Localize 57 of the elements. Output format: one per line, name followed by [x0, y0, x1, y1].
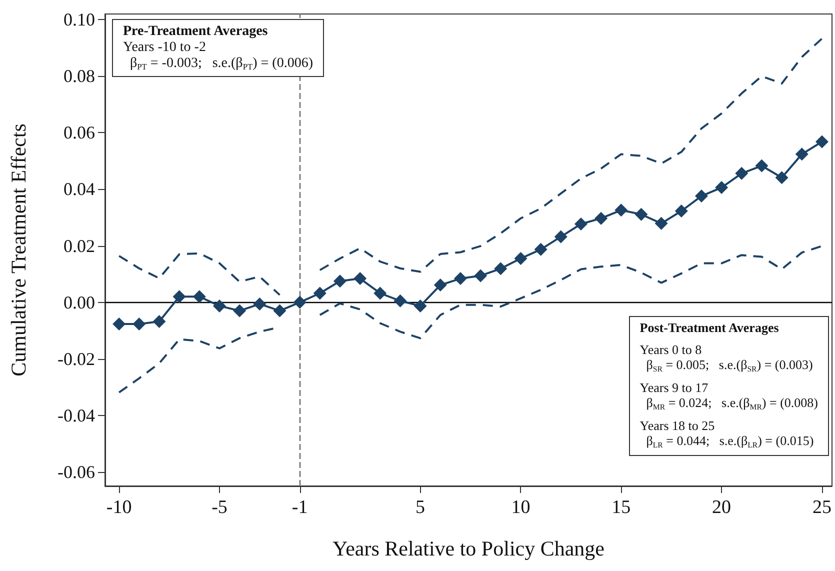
- y-tick-label: 0.04: [64, 179, 95, 200]
- point: [112, 318, 126, 331]
- point: [514, 252, 528, 265]
- x-tick-label: 10: [511, 497, 530, 518]
- x-tick-label: -10: [106, 497, 132, 518]
- point: [414, 299, 427, 312]
- annotation: Pre-Treatment Averages Years -10 to -2 β$_{PT}$ = -0.003; s.e.(β$_{PT}$) = (0.006): [123, 24, 313, 72]
- point: [815, 135, 828, 148]
- point: [152, 315, 166, 328]
- point: [192, 290, 206, 304]
- text: Post-Treatment Averages Years 0 to 8 β$_{SR}$ = 0.005; s.e.(β$_{SR}$) = (0.003) Years 9 to 17 β$_{MR}$ = 0.024; s.e.(β$_{MR}$) = (0.008) Years 18 to 25 β$_{LR}$ = 0.044; s.e.(β$_{LR}$) = (0.015): [640, 320, 818, 450]
- point: [574, 218, 588, 230]
- point: [494, 262, 508, 276]
- point: [313, 286, 326, 300]
- point: [654, 216, 668, 230]
- point: [273, 304, 286, 318]
- point: [755, 159, 768, 172]
- point: [594, 212, 608, 225]
- point: [735, 166, 748, 180]
- x-tick-label: -1: [292, 497, 308, 518]
- x-tick-label: 20: [712, 497, 732, 518]
- point: [434, 278, 447, 292]
- x-tick-label: 5: [416, 497, 426, 518]
- y-axis-title: Cumulative Treatment Effects: [6, 124, 30, 376]
- point: [354, 272, 367, 286]
- point: [554, 230, 568, 244]
- point: [674, 204, 688, 218]
- point: [775, 171, 788, 184]
- point: [374, 286, 387, 300]
- point: [253, 297, 266, 310]
- y-tick-label: 0.10: [64, 10, 95, 30]
- y-tick-label: 0.00: [64, 292, 95, 312]
- point: [694, 190, 708, 203]
- point: [212, 299, 226, 312]
- point: [233, 304, 246, 318]
- y-tick-label: -0.04: [58, 405, 95, 426]
- point: [293, 296, 306, 309]
- x-tick-label: 15: [612, 497, 631, 518]
- y-tick-label: -0.02: [58, 348, 95, 369]
- point: [333, 274, 346, 288]
- y-tick-label: 0.06: [64, 122, 95, 143]
- point: [634, 208, 648, 221]
- y-tick-label: -0.06: [58, 462, 95, 482]
- point: [715, 181, 728, 194]
- y-tick-label: 0.08: [64, 66, 95, 86]
- point: [534, 242, 548, 256]
- y-tick-label: 0.02: [64, 236, 95, 256]
- point: [454, 272, 467, 286]
- point: [172, 290, 186, 304]
- x-tick-label: 25: [812, 497, 832, 518]
- point: [795, 148, 808, 161]
- point: [614, 204, 628, 217]
- x-axis-title: Years Relative to Policy Change: [332, 536, 604, 560]
- point: [474, 269, 488, 282]
- point: [132, 318, 146, 331]
- point: [394, 294, 407, 308]
- x-tick-label: -5: [212, 497, 228, 518]
